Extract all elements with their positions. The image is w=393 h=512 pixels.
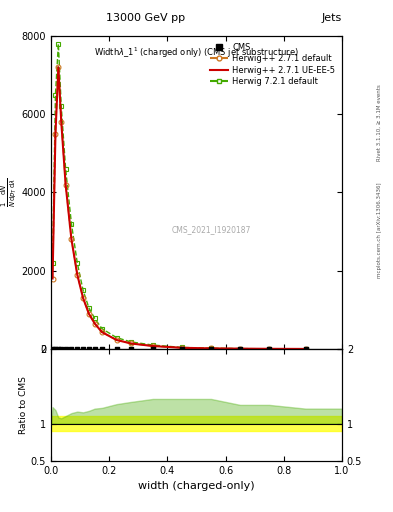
Legend: CMS, Herwig++ 2.7.1 default, Herwig++ 2.7.1 UE-EE-5, Herwig 7.2.1 default: CMS, Herwig++ 2.7.1 default, Herwig++ 2.… [207, 40, 338, 89]
Herwig 7.2.1 default [69, 221, 74, 227]
CMS [74, 345, 81, 353]
Herwig++ 2.7.1 default [238, 346, 242, 352]
Herwig++ 2.7.1 default [180, 345, 184, 351]
Herwig 7.2.1 default [92, 315, 97, 322]
CMS [266, 345, 272, 353]
X-axis label: width (charged-only): width (charged-only) [138, 481, 255, 491]
Herwig++ 2.7.1 UE-EE-5 [86, 311, 91, 317]
Herwig 7.2.1 default [56, 40, 61, 47]
Herwig++ 2.7.1 default [75, 271, 80, 278]
Herwig++ 2.7.1 default [63, 182, 68, 188]
Text: Width$\lambda\_1^1$ (charged only) (CMS jet substructure): Width$\lambda\_1^1$ (charged only) (CMS … [94, 45, 299, 59]
CMS [128, 345, 134, 353]
Line: Herwig 7.2.1 default: Herwig 7.2.1 default [50, 41, 308, 351]
Herwig++ 2.7.1 default [69, 237, 74, 243]
Herwig++ 2.7.1 UE-EE-5 [209, 345, 213, 351]
Herwig++ 2.7.1 default [53, 131, 58, 137]
Text: 13000 GeV pp: 13000 GeV pp [106, 13, 185, 23]
CMS [237, 345, 243, 353]
Herwig++ 2.7.1 default [151, 343, 155, 349]
CMS [179, 345, 185, 353]
CMS [114, 345, 120, 353]
Text: Jets: Jets [321, 13, 342, 23]
Herwig 7.2.1 default [100, 326, 105, 332]
Y-axis label: $\frac{1}{N}\frac{\mathrm{d}N}{\mathrm{d}p_T\,\mathrm{d}\lambda}$: $\frac{1}{N}\frac{\mathrm{d}N}{\mathrm{d… [0, 178, 19, 207]
CMS [55, 345, 62, 353]
CMS [92, 345, 98, 353]
Herwig 7.2.1 default [267, 346, 272, 352]
Herwig 7.2.1 default [86, 305, 91, 311]
Herwig 7.2.1 default [180, 345, 184, 351]
Herwig++ 2.7.1 UE-EE-5 [69, 237, 74, 243]
Herwig++ 2.7.1 default [86, 311, 91, 317]
CMS [80, 345, 86, 353]
Herwig++ 2.7.1 default [209, 345, 213, 351]
Herwig++ 2.7.1 UE-EE-5 [53, 131, 58, 137]
Text: Rivet 3.1.10, ≥ 3.1M events: Rivet 3.1.10, ≥ 3.1M events [377, 84, 382, 161]
CMS [62, 345, 69, 353]
Herwig++ 2.7.1 UE-EE-5 [114, 337, 119, 343]
CMS [68, 345, 75, 353]
Herwig 7.2.1 default [59, 103, 64, 110]
Herwig++ 2.7.1 UE-EE-5 [129, 340, 134, 347]
Herwig++ 2.7.1 UE-EE-5 [50, 275, 55, 282]
Herwig++ 2.7.1 default [81, 295, 85, 301]
Herwig++ 2.7.1 default [92, 321, 97, 327]
CMS [99, 345, 105, 353]
Herwig++ 2.7.1 UE-EE-5 [92, 321, 97, 327]
Herwig++ 2.7.1 UE-EE-5 [180, 345, 184, 351]
Herwig 7.2.1 default [114, 334, 119, 340]
Herwig 7.2.1 default [151, 342, 155, 348]
Herwig 7.2.1 default [303, 346, 308, 352]
Herwig++ 2.7.1 UE-EE-5 [59, 119, 64, 125]
Herwig++ 2.7.1 UE-EE-5 [56, 64, 61, 70]
Herwig++ 2.7.1 default [303, 346, 308, 352]
Herwig++ 2.7.1 default [267, 346, 272, 352]
Herwig 7.2.1 default [75, 260, 80, 266]
CMS [208, 345, 214, 353]
CMS [58, 345, 64, 353]
Herwig 7.2.1 default [209, 345, 213, 351]
Herwig++ 2.7.1 UE-EE-5 [75, 271, 80, 278]
Herwig 7.2.1 default [129, 339, 134, 345]
CMS [303, 345, 309, 353]
Herwig++ 2.7.1 UE-EE-5 [303, 346, 308, 352]
Herwig++ 2.7.1 UE-EE-5 [63, 182, 68, 188]
Herwig 7.2.1 default [238, 346, 242, 352]
CMS [50, 345, 56, 353]
Herwig++ 2.7.1 UE-EE-5 [151, 343, 155, 349]
Herwig++ 2.7.1 default [114, 337, 119, 343]
Herwig 7.2.1 default [50, 260, 55, 266]
CMS [52, 345, 59, 353]
Herwig++ 2.7.1 default [100, 329, 105, 335]
Y-axis label: Ratio to CMS: Ratio to CMS [19, 376, 28, 434]
Herwig++ 2.7.1 UE-EE-5 [100, 329, 105, 335]
CMS [86, 345, 92, 353]
CMS [150, 345, 156, 353]
Text: CMS_2021_I1920187: CMS_2021_I1920187 [171, 225, 251, 234]
Herwig 7.2.1 default [63, 166, 68, 172]
Text: mcplots.cern.ch [arXiv:1306.3436]: mcplots.cern.ch [arXiv:1306.3436] [377, 183, 382, 278]
Herwig++ 2.7.1 default [59, 119, 64, 125]
Herwig++ 2.7.1 default [50, 275, 55, 282]
Herwig++ 2.7.1 default [129, 340, 134, 347]
Line: Herwig++ 2.7.1 UE-EE-5: Herwig++ 2.7.1 UE-EE-5 [53, 67, 306, 349]
Line: Herwig++ 2.7.1 default: Herwig++ 2.7.1 default [50, 65, 308, 351]
Herwig++ 2.7.1 default [56, 64, 61, 70]
Herwig 7.2.1 default [53, 92, 58, 98]
Herwig 7.2.1 default [81, 287, 85, 293]
Herwig++ 2.7.1 UE-EE-5 [267, 346, 272, 352]
Herwig++ 2.7.1 UE-EE-5 [81, 295, 85, 301]
Herwig++ 2.7.1 UE-EE-5 [238, 346, 242, 352]
